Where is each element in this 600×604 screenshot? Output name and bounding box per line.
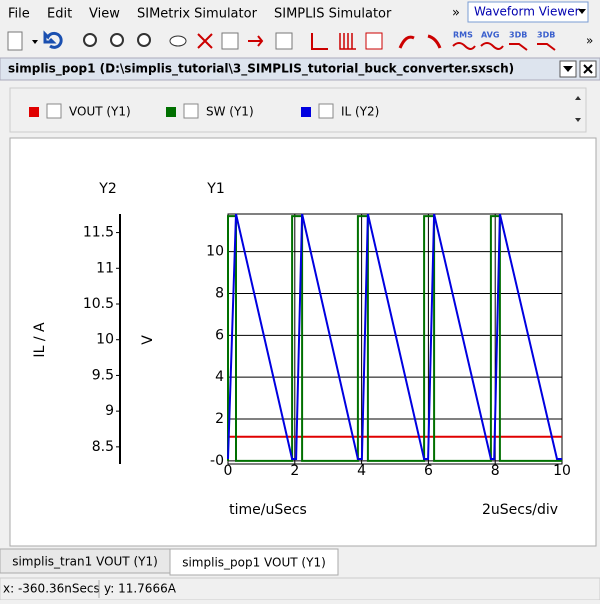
x-tick-label: 8 xyxy=(491,463,500,479)
menu-item[interactable]: SIMetrix Simulator xyxy=(137,7,258,22)
zoom-box-button[interactable] xyxy=(137,33,151,47)
graph-button[interactable] xyxy=(365,32,383,50)
y-tick-label: 4 xyxy=(215,369,224,385)
y2-tick-label: 11 xyxy=(96,260,114,276)
zoom-in-button[interactable] xyxy=(83,33,97,47)
axis-button[interactable] xyxy=(311,33,328,50)
y2-axis-name: Y2 xyxy=(98,181,116,197)
y2-tick-label: 10 xyxy=(96,332,114,348)
y2-tick-label: 11.5 xyxy=(83,225,114,241)
status-y: y: 11.7666A xyxy=(104,582,177,596)
view-selector[interactable] xyxy=(467,1,589,23)
x-tick-label: 4 xyxy=(357,463,366,479)
hide-button[interactable] xyxy=(197,33,213,49)
toolbar-more[interactable]: » xyxy=(586,34,593,48)
series-line xyxy=(227,213,562,460)
x-tick-label: 0 xyxy=(224,463,233,479)
legend-swatch xyxy=(301,107,311,117)
tab-label: simplis_tran1 VOUT (Y1) xyxy=(12,555,158,569)
legend-checkbox[interactable] xyxy=(183,103,199,119)
status-x: x: -360.36nSecs xyxy=(3,582,100,596)
y-tick-label: 6 xyxy=(215,327,224,343)
y-axis-label: V xyxy=(140,335,156,345)
new-button[interactable] xyxy=(7,31,23,51)
curve-button[interactable] xyxy=(221,32,239,50)
y2-tick-label: 10.5 xyxy=(83,296,114,312)
dropdown-arrow xyxy=(32,40,38,44)
legend-panel xyxy=(9,87,587,133)
toolbar-label[interactable]: RMS xyxy=(453,31,473,40)
legend-label: VOUT (Y1) xyxy=(69,105,131,119)
menu-item[interactable]: View xyxy=(89,7,120,22)
toolbar-label[interactable]: AVG xyxy=(481,31,499,40)
menu-more[interactable]: » xyxy=(452,6,460,21)
edit-button[interactable] xyxy=(275,32,293,50)
dropdown-arrow xyxy=(578,9,586,14)
legend-swatch xyxy=(29,107,39,117)
legend-checkbox[interactable] xyxy=(318,103,334,119)
y-tick-label: 10 xyxy=(206,244,224,260)
rise-button[interactable] xyxy=(398,35,415,49)
show-button[interactable] xyxy=(169,35,187,47)
x-tick-label: 2 xyxy=(290,463,299,479)
legend-label: SW (Y1) xyxy=(206,105,254,119)
menu-item[interactable]: SIMPLIS Simulator xyxy=(274,7,392,22)
legend-swatch xyxy=(166,107,176,117)
toolbar-label[interactable]: 3DB xyxy=(509,31,527,40)
y-tick-label: 8 xyxy=(215,285,224,301)
arrow-icon xyxy=(563,66,573,72)
y-tick-label: 2 xyxy=(215,411,224,427)
fall-button[interactable] xyxy=(427,34,442,49)
undo-button[interactable] xyxy=(43,30,63,49)
tab-label: simplis_pop1 VOUT (Y1) xyxy=(182,556,326,570)
grid-button[interactable] xyxy=(339,33,356,50)
x-tick-label: 6 xyxy=(424,463,433,479)
view-selector-label: Waveform Viewer xyxy=(474,5,580,19)
x-axis-label: time/uSecs xyxy=(229,502,307,518)
x-tick-label: 10 xyxy=(553,463,571,479)
y-axis-name: Y1 xyxy=(206,181,224,197)
toolbar: RMS AVG 3DB 3DB » xyxy=(7,30,593,51)
close-icon xyxy=(583,64,593,74)
legend-label: IL (Y2) xyxy=(341,105,379,119)
window-title: simplis_pop1 (D:\simplis_tutorial\3_SIMP… xyxy=(8,62,514,77)
tab-active[interactable] xyxy=(169,548,339,576)
x-scale-note: 2uSecs/div xyxy=(482,502,558,518)
window-title-bar xyxy=(0,57,600,81)
y2-tick-label: 9 xyxy=(105,403,114,419)
y2-tick-label: 8.5 xyxy=(92,439,114,455)
y2-axis-label: IL / A xyxy=(32,322,48,358)
move-button[interactable] xyxy=(248,35,264,47)
zoom-fit-button[interactable] xyxy=(110,33,124,47)
menu-item[interactable]: File xyxy=(8,7,30,22)
measure-icons xyxy=(452,42,556,51)
y-tick-label: -0 xyxy=(210,453,224,469)
legend-checkbox[interactable] xyxy=(46,103,62,119)
toolbar-label[interactable]: 3DB xyxy=(537,31,555,40)
y2-tick-label: 9.5 xyxy=(92,367,114,383)
menu-item[interactable]: Edit xyxy=(47,7,72,22)
